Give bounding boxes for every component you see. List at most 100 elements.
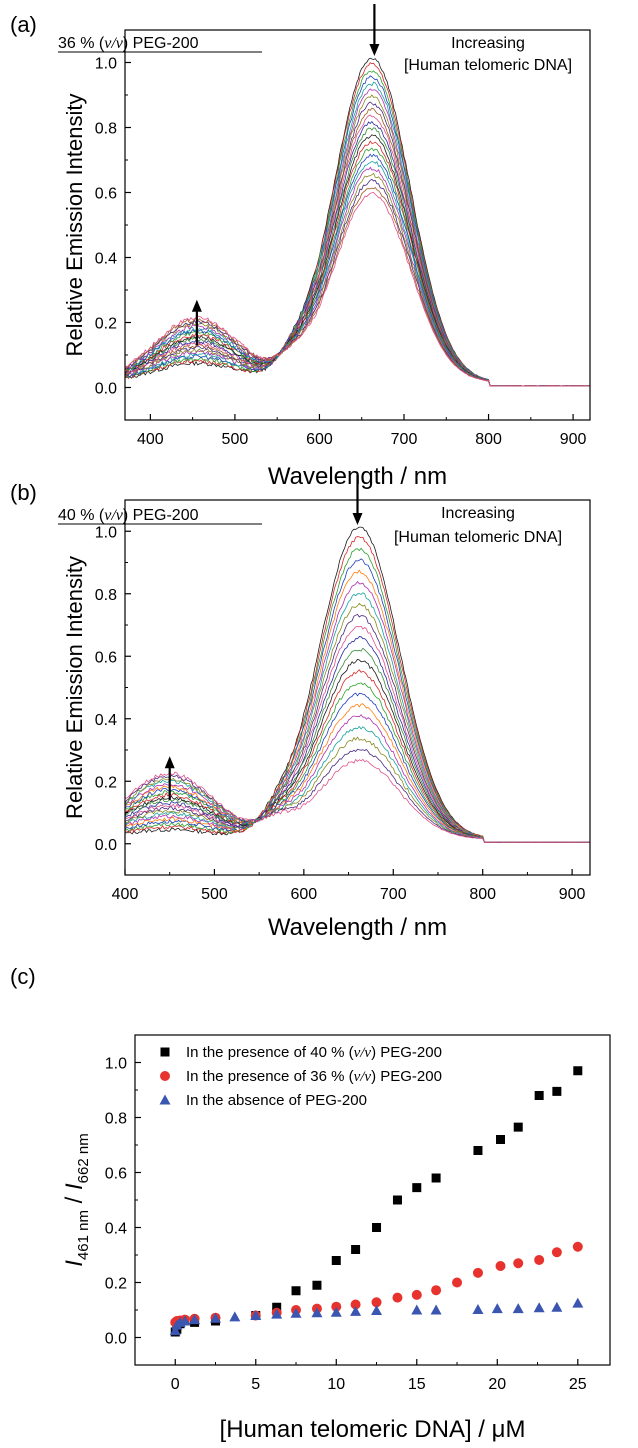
y-tick-label-a: 0.6 [95, 186, 117, 203]
spectrum-curve-b [124, 636, 591, 843]
data-point-series-2 [250, 1310, 262, 1320]
data-point-series-2 [179, 1315, 191, 1326]
data-point-series-0 [573, 1066, 583, 1076]
spectrum-curve-b [124, 748, 590, 843]
spectrum-curve-a [124, 114, 590, 387]
spectrum-curve-b [124, 758, 590, 843]
data-point-series-2 [290, 1307, 302, 1318]
data-point-series-1 [572, 1241, 583, 1252]
scatter-points-c [169, 1066, 584, 1337]
data-point-series-0 [496, 1135, 506, 1144]
data-point-series-1 [534, 1254, 545, 1265]
data-point-series-2 [210, 1312, 222, 1323]
y-axis-label-b: Relative Emission Intensity [62, 556, 87, 819]
annotation-line2-a: [Human telomeric DNA] [404, 57, 572, 74]
panel-a: (a) 36 % (v/v) PEG-200 Increasing [Human… [10, 4, 591, 490]
x-tick-label-c: 25 [569, 1376, 587, 1393]
condition-label-b: 40 % (v/v) PEG-200 [58, 507, 199, 524]
data-point-series-0 [331, 1256, 341, 1265]
spectrum-curve-a [124, 75, 591, 387]
y-tick-label-c: 0.0 [105, 1331, 127, 1348]
x-tick-label-c: 10 [327, 1376, 345, 1393]
arrow-head-a [369, 44, 380, 56]
data-point-series-0 [312, 1280, 322, 1290]
y-tick-label-a: 1.0 [95, 56, 117, 73]
y-tick-label-b: 0.2 [95, 774, 117, 791]
annotation-line2-b: [Human telomeric DNA] [394, 529, 562, 546]
data-point-series-0 [431, 1173, 441, 1183]
spectrum-curve-a [124, 70, 591, 387]
spectrum-curve-b [124, 558, 591, 843]
data-point-series-1 [513, 1258, 524, 1269]
data-point-series-1 [472, 1267, 483, 1278]
data-point-series-0 [473, 1146, 483, 1155]
spectrum-curve-b [124, 569, 590, 843]
y-axis-label-a: Relative Emission Intensity [62, 94, 87, 357]
x-tick-label-a: 600 [306, 431, 333, 448]
data-point-series-2 [330, 1306, 342, 1317]
data-point-series-2 [512, 1303, 524, 1314]
data-point-series-2 [350, 1305, 362, 1316]
y-tick-label-a: 0.0 [95, 381, 117, 398]
data-point-series-1 [551, 1247, 562, 1258]
panel-c: (c) 0 5 10 15 20 25 0.0 0.2 0.4 0.6 0.8 1.0 In the … [10, 964, 611, 1443]
spectrum-curve-b [124, 647, 591, 843]
x-tick-label-b: 700 [380, 886, 407, 903]
legend-marker-1 [160, 1071, 170, 1081]
data-point-series-1 [495, 1261, 506, 1271]
data-point-series-1 [411, 1289, 422, 1300]
data-point-series-1 [371, 1297, 382, 1308]
x-tick-label-a: 800 [475, 431, 502, 448]
data-point-series-0 [412, 1183, 422, 1193]
data-point-series-0 [372, 1223, 382, 1232]
y-tick-label-b: 0.0 [95, 837, 117, 854]
plot-frame-a [124, 29, 591, 421]
legend-marker-0 [160, 1047, 170, 1057]
arrows-b [164, 475, 363, 800]
data-point-series-2 [311, 1307, 323, 1318]
data-point-series-2 [371, 1305, 383, 1316]
data-point-series-2 [533, 1302, 545, 1313]
y-tick-label-c: 0.8 [105, 1111, 127, 1128]
x-tick-label-c: 20 [488, 1376, 506, 1393]
data-point-series-2 [271, 1308, 283, 1319]
data-point-series-0 [272, 1302, 282, 1312]
x-tick-label-b: 800 [469, 886, 496, 903]
x-tick-label-a: 500 [222, 431, 249, 448]
data-point-series-1 [392, 1292, 403, 1303]
spectrum-curve-b [124, 703, 591, 843]
data-point-series-1 [431, 1285, 442, 1296]
x-tick-label-b: 400 [112, 886, 139, 903]
spectra-a [124, 57, 591, 387]
panel-label-b: (b) [10, 480, 37, 505]
spectrum-curve-a [124, 120, 591, 387]
panel-label-c: (c) [10, 964, 36, 989]
legend-marker-2 [159, 1094, 171, 1105]
y-tick-label-b: 0.8 [95, 587, 117, 604]
y-tick-label-c: 0.2 [105, 1276, 127, 1293]
x-tick-label-b: 900 [559, 886, 586, 903]
spectrum-curve-a [124, 191, 590, 387]
data-point-series-0 [513, 1122, 523, 1132]
legend-label-0: In the presence of 40 % (v/v) PEG-200 [186, 1044, 442, 1061]
spectrum-curve-a [124, 107, 591, 387]
y-tick-label-c: 0.4 [105, 1221, 127, 1238]
spectrum-curve-b [124, 526, 590, 843]
data-point-series-2 [189, 1314, 201, 1325]
x-tick-label-a: 700 [391, 431, 418, 448]
data-point-series-0 [392, 1195, 402, 1205]
ticks-a: 400 500 600 700 800 900 0.0 0.2 0.4 0.6 0.8 1.0 [95, 56, 587, 449]
data-point-series-2 [430, 1304, 442, 1315]
spectrum-curve-a [124, 81, 591, 387]
y-tick-label-a: 0.2 [95, 316, 117, 333]
arrow-head-a [191, 299, 202, 312]
y-axis-label-c: I461 nm / I662 nm [61, 1133, 92, 1266]
data-point-series-2 [229, 1311, 241, 1322]
y-tick-label-a: 0.8 [95, 121, 117, 138]
x-axis-label-b: Wavelength / nm [268, 914, 447, 941]
x-tick-label-c: 15 [408, 1376, 426, 1393]
x-tick-label-c: 0 [171, 1376, 180, 1393]
spectrum-curve-b [124, 736, 591, 843]
data-point-series-2 [169, 1325, 181, 1336]
